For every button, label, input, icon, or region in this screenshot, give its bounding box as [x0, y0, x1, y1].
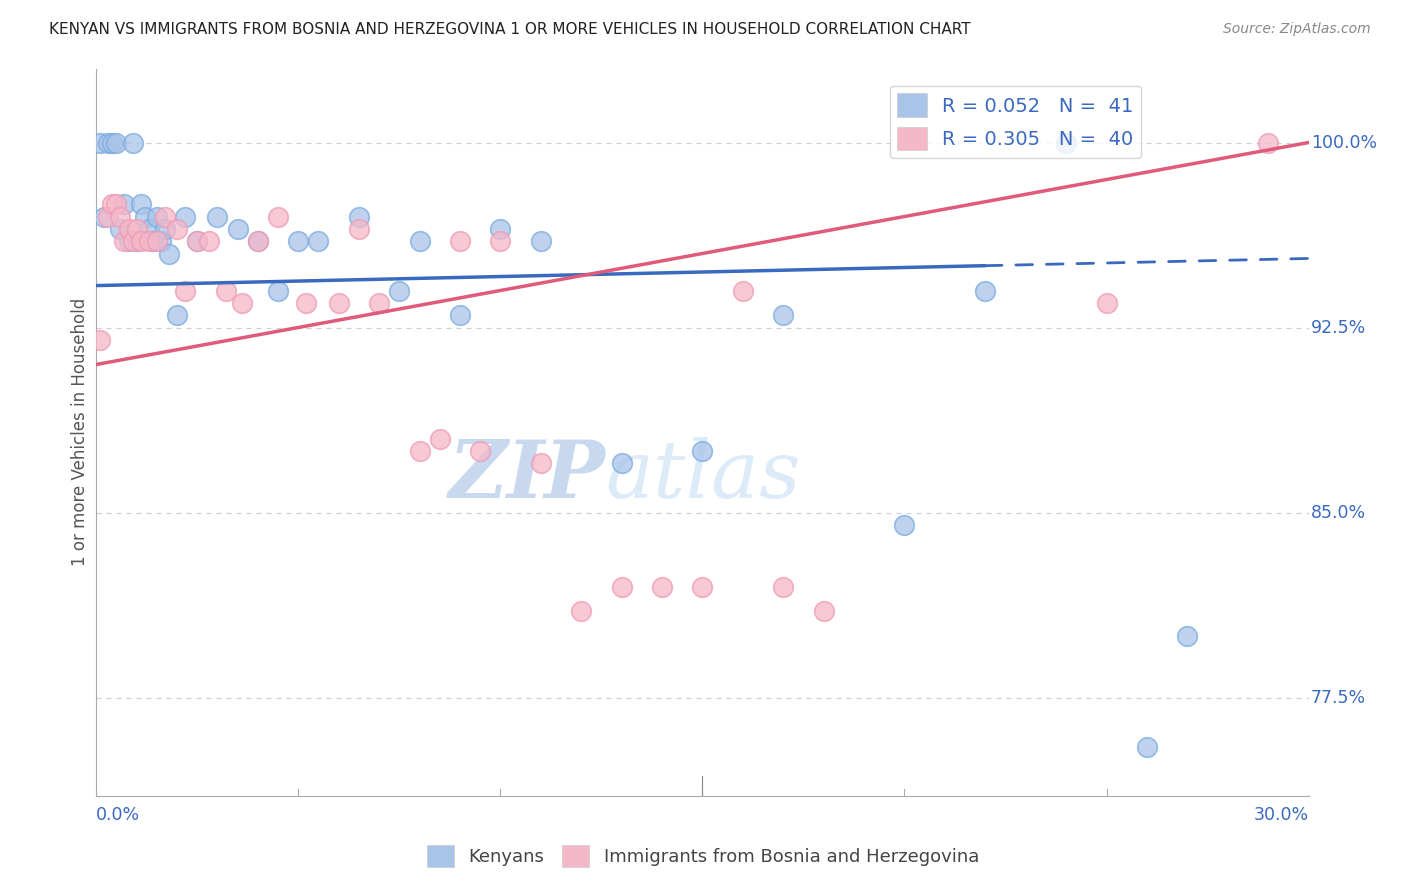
Point [101, 197, 124, 211]
Point [142, 234, 165, 248]
Point [134, 210, 156, 224]
Point [408, 443, 430, 458]
Point [772, 308, 794, 322]
Point [974, 284, 997, 298]
Text: 85.0%: 85.0% [1310, 503, 1367, 522]
Point [186, 234, 208, 248]
Point [731, 284, 754, 298]
Point [129, 234, 152, 248]
Point [449, 308, 471, 322]
Point [174, 284, 197, 298]
Point [226, 222, 249, 236]
Point [214, 284, 236, 298]
Point [246, 234, 269, 248]
Point [117, 222, 139, 236]
Legend: Kenyans, Immigrants from Bosnia and Herzegovina: Kenyans, Immigrants from Bosnia and Herz… [419, 838, 987, 874]
Point [328, 296, 350, 310]
Point [153, 222, 176, 236]
Point [347, 222, 370, 236]
Point [530, 234, 553, 248]
Point [610, 580, 633, 594]
Point [153, 210, 176, 224]
Point [121, 136, 143, 150]
Point [89, 136, 111, 150]
Point [174, 210, 197, 224]
Point [97, 136, 120, 150]
Point [267, 284, 290, 298]
Point [101, 136, 124, 150]
Point [166, 308, 188, 322]
Point [125, 222, 148, 236]
Point [105, 136, 128, 150]
Text: 77.5%: 77.5% [1310, 689, 1367, 706]
Point [93, 210, 115, 224]
Text: 30.0%: 30.0% [1254, 806, 1309, 824]
Point [347, 210, 370, 224]
Point [308, 234, 330, 248]
Point [893, 517, 915, 532]
Point [149, 234, 172, 248]
Point [772, 580, 794, 594]
Point [186, 234, 208, 248]
Point [813, 604, 835, 618]
Text: Source: ZipAtlas.com: Source: ZipAtlas.com [1223, 22, 1371, 37]
Point [89, 333, 111, 347]
Point [166, 222, 188, 236]
Text: KENYAN VS IMMIGRANTS FROM BOSNIA AND HERZEGOVINA 1 OR MORE VEHICLES IN HOUSEHOLD: KENYAN VS IMMIGRANTS FROM BOSNIA AND HER… [49, 22, 970, 37]
Point [651, 580, 673, 594]
Y-axis label: 1 or more Vehicles in Household: 1 or more Vehicles in Household [72, 298, 89, 566]
Point [692, 580, 714, 594]
Point [267, 210, 290, 224]
Point [468, 443, 491, 458]
Point [246, 234, 269, 248]
Point [114, 234, 136, 248]
Point [1095, 296, 1118, 310]
Point [146, 234, 169, 248]
Point [121, 234, 143, 248]
Text: ZIP: ZIP [449, 437, 606, 515]
Point [146, 210, 169, 224]
Point [530, 456, 553, 470]
Point [114, 197, 136, 211]
Point [231, 296, 253, 310]
Point [429, 432, 451, 446]
Point [489, 222, 512, 236]
Text: 92.5%: 92.5% [1310, 318, 1367, 336]
Point [569, 604, 592, 618]
Text: atlas: atlas [606, 437, 801, 515]
Point [1054, 136, 1077, 150]
Point [125, 234, 148, 248]
Legend: R = 0.052   N =  41, R = 0.305   N =  40: R = 0.052 N = 41, R = 0.305 N = 40 [890, 86, 1142, 158]
Point [117, 234, 139, 248]
Point [610, 456, 633, 470]
Point [1136, 739, 1159, 754]
Point [449, 234, 471, 248]
Point [1257, 136, 1279, 150]
Point [368, 296, 391, 310]
Text: 100.0%: 100.0% [1310, 134, 1378, 152]
Point [198, 234, 221, 248]
Point [489, 234, 512, 248]
Text: 0.0%: 0.0% [96, 806, 141, 824]
Point [129, 197, 152, 211]
Point [207, 210, 229, 224]
Point [692, 443, 714, 458]
Point [138, 234, 160, 248]
Point [1177, 629, 1199, 643]
Point [157, 246, 180, 260]
Point [408, 234, 430, 248]
Point [295, 296, 318, 310]
Point [105, 197, 128, 211]
Point [110, 222, 132, 236]
Point [110, 210, 132, 224]
Point [97, 210, 120, 224]
Point [287, 234, 309, 248]
Point [138, 222, 160, 236]
Point [388, 284, 411, 298]
